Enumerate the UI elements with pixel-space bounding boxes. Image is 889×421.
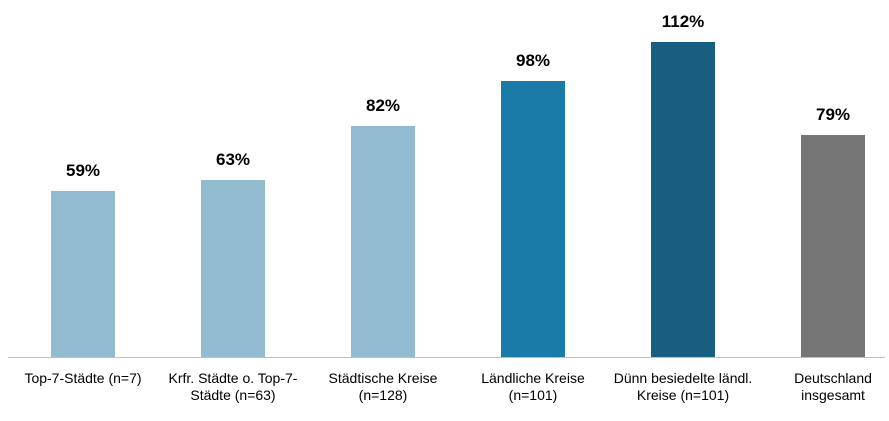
bar bbox=[501, 81, 565, 357]
x-tick-label: Deutschland insgesamt bbox=[794, 370, 872, 403]
value-label: 98% bbox=[515, 51, 551, 71]
x-tick-label: Krfr. Städte o. Top-7-Städte (n=63) bbox=[168, 370, 298, 403]
bar bbox=[201, 179, 265, 357]
bar bbox=[351, 126, 415, 357]
value-label: 79% bbox=[815, 104, 851, 124]
baseline bbox=[8, 357, 885, 358]
value-label: 63% bbox=[215, 149, 251, 169]
x-tick-label: Dünn besiedelte ländl. Kreise (n=101) bbox=[613, 370, 753, 403]
bar bbox=[51, 191, 115, 357]
bar bbox=[651, 42, 715, 357]
x-tick-label: Ländliche Kreise (n=101) bbox=[481, 370, 585, 403]
x-tick-label: Städtische Kreise (n=128) bbox=[328, 370, 438, 403]
bar bbox=[801, 134, 865, 357]
value-label: 112% bbox=[661, 12, 705, 31]
value-label: 82% bbox=[365, 96, 401, 116]
value-label: 59% bbox=[65, 161, 101, 181]
x-tick-label: Top-7-Städte (n=7) bbox=[24, 370, 142, 386]
